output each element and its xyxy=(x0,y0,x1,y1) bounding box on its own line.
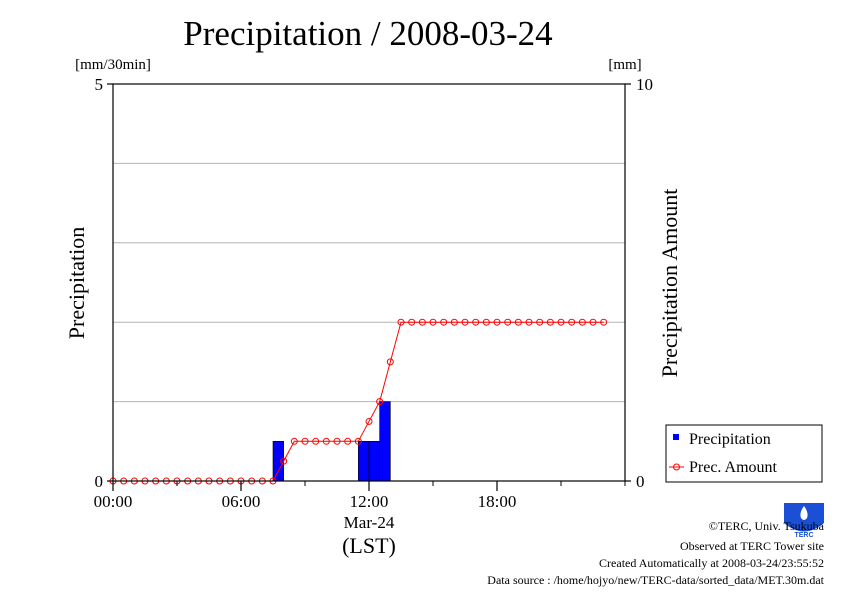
terc-logo-drop xyxy=(800,506,808,520)
legend: Precipitation Prec. Amount xyxy=(665,424,823,483)
amount-point xyxy=(546,318,554,326)
amount-point xyxy=(397,318,405,326)
x-axis-label: (LST) xyxy=(342,533,396,558)
chart-title: Precipitation / 2008-03-24 xyxy=(183,14,552,53)
left-axis-unit: [mm/30min] xyxy=(75,57,151,73)
legend-precipitation: Precipitation xyxy=(689,431,771,448)
amount-point xyxy=(386,358,394,366)
amount-point xyxy=(333,437,341,445)
terc-logo-text: TERC xyxy=(794,532,813,539)
x-tick-label: 06:00 xyxy=(222,492,261,511)
amount-point xyxy=(514,318,522,326)
amount-point xyxy=(472,318,480,326)
amount-point xyxy=(482,318,490,326)
site-text: Observed at TERC Tower site xyxy=(679,539,824,553)
amount-point xyxy=(418,318,426,326)
x-tick-label: 00:00 xyxy=(94,492,133,511)
legend-box xyxy=(665,424,823,483)
amount-point xyxy=(322,437,330,445)
x-tick-label: 12:00 xyxy=(350,492,389,511)
precipitation-bar xyxy=(379,401,391,482)
amount-point xyxy=(354,437,362,445)
y-right-tick-label: 0 xyxy=(636,472,645,491)
legend-prec-amount: Prec. Amount xyxy=(689,459,778,476)
amount-point xyxy=(536,318,544,326)
axis-ticks: 00:00 06:00 12:00 18:00 0 5 0 10 xyxy=(94,75,653,511)
amount-point xyxy=(461,318,469,326)
created-text: Created Automatically at 2008-03-24/23:5… xyxy=(599,556,824,570)
right-axis-label: Precipitation Amount xyxy=(657,189,682,378)
source-text: Data source : /home/hojyo/new/TERC-data/… xyxy=(487,573,824,587)
amount-point xyxy=(429,318,437,326)
amount-point xyxy=(557,318,565,326)
precipitation-bar xyxy=(358,440,370,482)
left-axis-label: Precipitation xyxy=(64,227,89,339)
amount-point xyxy=(493,318,501,326)
y-right-tick-label: 10 xyxy=(636,75,653,94)
amount-point xyxy=(376,398,384,406)
amount-point xyxy=(504,318,512,326)
amount-point xyxy=(568,318,576,326)
y-left-tick-label: 0 xyxy=(95,472,104,491)
terc-logo: TERC xyxy=(784,503,824,539)
precipitation-bar xyxy=(368,440,380,482)
amount-point xyxy=(525,318,533,326)
amount-point xyxy=(365,417,373,425)
y-left-tick-label: 5 xyxy=(95,75,104,94)
grid-lines xyxy=(113,162,625,403)
copyright-text: ©TERC, Univ. Tsukuba xyxy=(708,519,824,533)
amount-point xyxy=(408,318,416,326)
legend-bar-swatch xyxy=(673,434,679,440)
x-date-label: Mar-24 xyxy=(344,513,395,532)
amount-point xyxy=(344,437,352,445)
amount-point xyxy=(301,437,309,445)
right-axis-unit: [mm] xyxy=(608,57,641,73)
amount-point xyxy=(578,318,586,326)
amount-point xyxy=(589,318,597,326)
amount-point xyxy=(600,318,608,326)
x-tick-label: 18:00 xyxy=(478,492,517,511)
amount-point xyxy=(280,457,288,465)
legend-line-marker xyxy=(673,463,680,471)
amount-point xyxy=(440,318,448,326)
precipitation-bar xyxy=(272,440,284,482)
amount-point xyxy=(450,318,458,326)
amount-point xyxy=(312,437,320,445)
amount-point xyxy=(290,437,298,445)
